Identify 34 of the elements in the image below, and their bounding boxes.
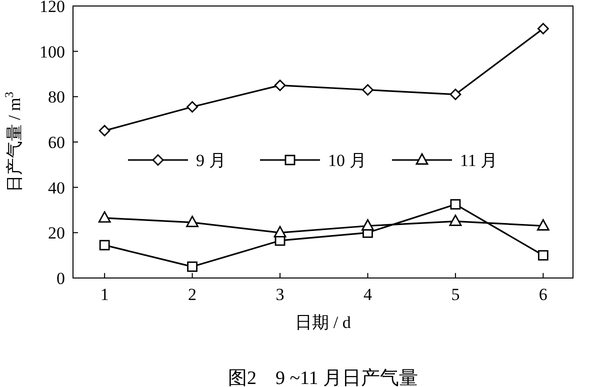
legend-label: 9 月 xyxy=(196,151,226,170)
x-tick-label: 1 xyxy=(100,285,109,304)
x-tick-label: 5 xyxy=(451,285,460,304)
text: 图2 9 ~11 月日产气量 xyxy=(228,368,418,387)
legend-label: 11 月 xyxy=(460,151,498,170)
point xyxy=(98,211,111,223)
y-tick-label: 60 xyxy=(48,133,65,152)
y-tick-label: 120 xyxy=(40,0,65,16)
point xyxy=(536,219,550,231)
x-axis-title: 日期 / d xyxy=(295,313,352,332)
x-tick-label: 6 xyxy=(538,285,548,304)
legend-label: 10 月 xyxy=(328,151,366,170)
y-tick-label: 100 xyxy=(40,42,65,62)
point xyxy=(99,240,110,250)
point xyxy=(362,219,374,231)
point xyxy=(187,261,198,272)
point xyxy=(186,101,198,113)
x-tick-label: 2 xyxy=(188,285,197,304)
y-tick-label: 0 xyxy=(56,269,65,288)
point xyxy=(362,84,374,96)
point xyxy=(98,124,110,136)
x-tick-label: 4 xyxy=(363,285,372,304)
y-tick-label: 40 xyxy=(48,178,65,198)
point xyxy=(537,22,549,34)
point xyxy=(450,88,462,100)
x-tick-label: 3 xyxy=(276,285,284,304)
point xyxy=(186,216,198,228)
y-tick-label: 20 xyxy=(48,224,65,243)
y-tick-label: 80 xyxy=(48,88,65,107)
point xyxy=(538,250,548,261)
point xyxy=(274,80,286,92)
point xyxy=(274,226,286,238)
point xyxy=(449,214,462,226)
point xyxy=(450,199,461,210)
